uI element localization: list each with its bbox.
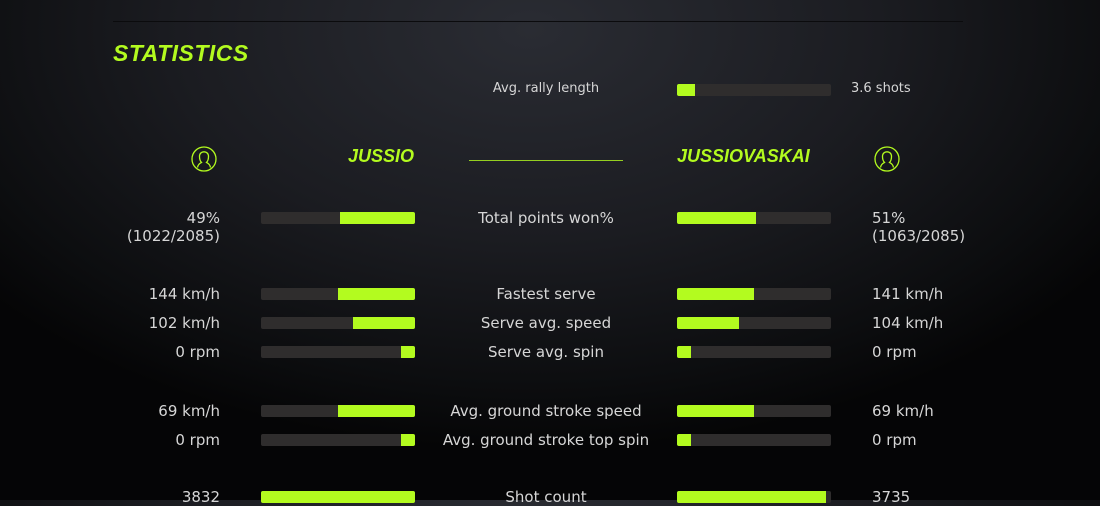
stat-left-sub: (1022/2085)	[126, 227, 220, 245]
stat-left-value: 144 km/h	[100, 285, 220, 303]
stat-left-bar	[261, 491, 415, 503]
stat-left-bar-fill	[401, 346, 415, 358]
stat-right-bar-fill	[677, 491, 827, 503]
stat-right-bar	[677, 405, 831, 417]
stat-left-bar-fill	[401, 434, 415, 446]
stat-right-bar	[677, 288, 831, 300]
stat-left-value: 3832	[100, 488, 220, 506]
stat-right-main: 0 rpm	[872, 431, 917, 449]
stat-left-bar	[261, 212, 415, 224]
rally-value: 3.6 shots	[851, 81, 911, 96]
stat-right-main: 69 km/h	[872, 402, 934, 420]
stat-left-bar-fill	[338, 288, 415, 300]
stat-left-bar-fill	[338, 405, 415, 417]
stat-left-bar	[261, 317, 415, 329]
stat-right-value: 0 rpm	[872, 343, 917, 361]
stat-right-value: 141 km/h	[872, 285, 943, 303]
top-divider	[113, 21, 963, 22]
stat-left-main: 49%	[186, 209, 220, 227]
stat-right-main: 104 km/h	[872, 314, 944, 332]
stat-left-main: 144 km/h	[148, 285, 220, 303]
stat-left-value: 102 km/h	[100, 314, 220, 332]
stat-label: Total points won%	[478, 209, 614, 227]
stat-right-value: 104 km/h	[872, 314, 943, 332]
stat-right-main: 3735	[872, 488, 911, 506]
stat-right-bar	[677, 317, 831, 329]
stat-left-bar	[261, 405, 415, 417]
stat-left-value: 49% (1022/2085)	[100, 209, 220, 245]
header-divider	[469, 160, 623, 161]
stat-label: Avg. ground stroke speed	[450, 402, 642, 420]
player-left-name: JUSSIO	[347, 146, 414, 166]
stat-left-bar-fill	[339, 212, 415, 224]
page-title: STATISTICS	[113, 40, 249, 66]
stat-left-value: 69 km/h	[100, 402, 220, 420]
stat-right-bar-fill	[677, 346, 691, 358]
rally-bar	[677, 84, 831, 96]
stat-right-bar-fill	[677, 317, 739, 329]
stat-right-value: 51% (1063/2085)	[872, 209, 965, 245]
stat-left-value: 0 rpm	[100, 431, 220, 449]
stat-label: Avg. ground stroke top spin	[442, 431, 650, 449]
stat-left-bar	[261, 288, 415, 300]
stat-right-bar	[677, 212, 831, 224]
stat-right-main: 51%	[872, 209, 906, 227]
rally-label: Avg. rally length	[492, 81, 600, 96]
stat-right-sub: (1063/2085)	[872, 227, 966, 245]
stat-left-bar-fill	[261, 491, 415, 503]
stat-left-bar-fill	[353, 317, 415, 329]
stat-right-main: 141 km/h	[872, 285, 944, 303]
stat-right-value: 0 rpm	[872, 431, 917, 449]
stat-label: Fastest serve	[496, 285, 596, 303]
stat-right-value: 69 km/h	[872, 402, 934, 420]
stat-label: Shot count	[505, 488, 587, 506]
player-right-name: JUSSIOVASKAI	[677, 146, 810, 166]
user-icon	[874, 146, 900, 172]
stat-right-bar-fill	[677, 288, 754, 300]
stat-left-bar	[261, 346, 415, 358]
stat-left-value: 0 rpm	[100, 343, 220, 361]
stat-left-main: 0 rpm	[175, 431, 220, 449]
stat-left-main: 0 rpm	[175, 343, 220, 361]
stat-right-main: 0 rpm	[872, 343, 917, 361]
stat-right-value: 3735	[872, 488, 910, 506]
stat-label: Serve avg. speed	[480, 314, 612, 332]
stat-right-bar-fill	[677, 212, 756, 224]
user-icon	[191, 146, 217, 172]
stat-left-bar	[261, 434, 415, 446]
stat-right-bar-fill	[677, 405, 754, 417]
stat-right-bar	[677, 434, 831, 446]
stat-label: Serve avg. spin	[488, 343, 604, 361]
stat-left-main: 69 km/h	[158, 402, 220, 420]
stat-right-bar-fill	[677, 434, 691, 446]
stat-right-bar	[677, 346, 831, 358]
rally-bar-fill	[677, 84, 696, 96]
stat-right-bar	[677, 491, 831, 503]
stat-left-main: 102 km/h	[148, 314, 220, 332]
stat-left-main: 3832	[181, 488, 220, 506]
